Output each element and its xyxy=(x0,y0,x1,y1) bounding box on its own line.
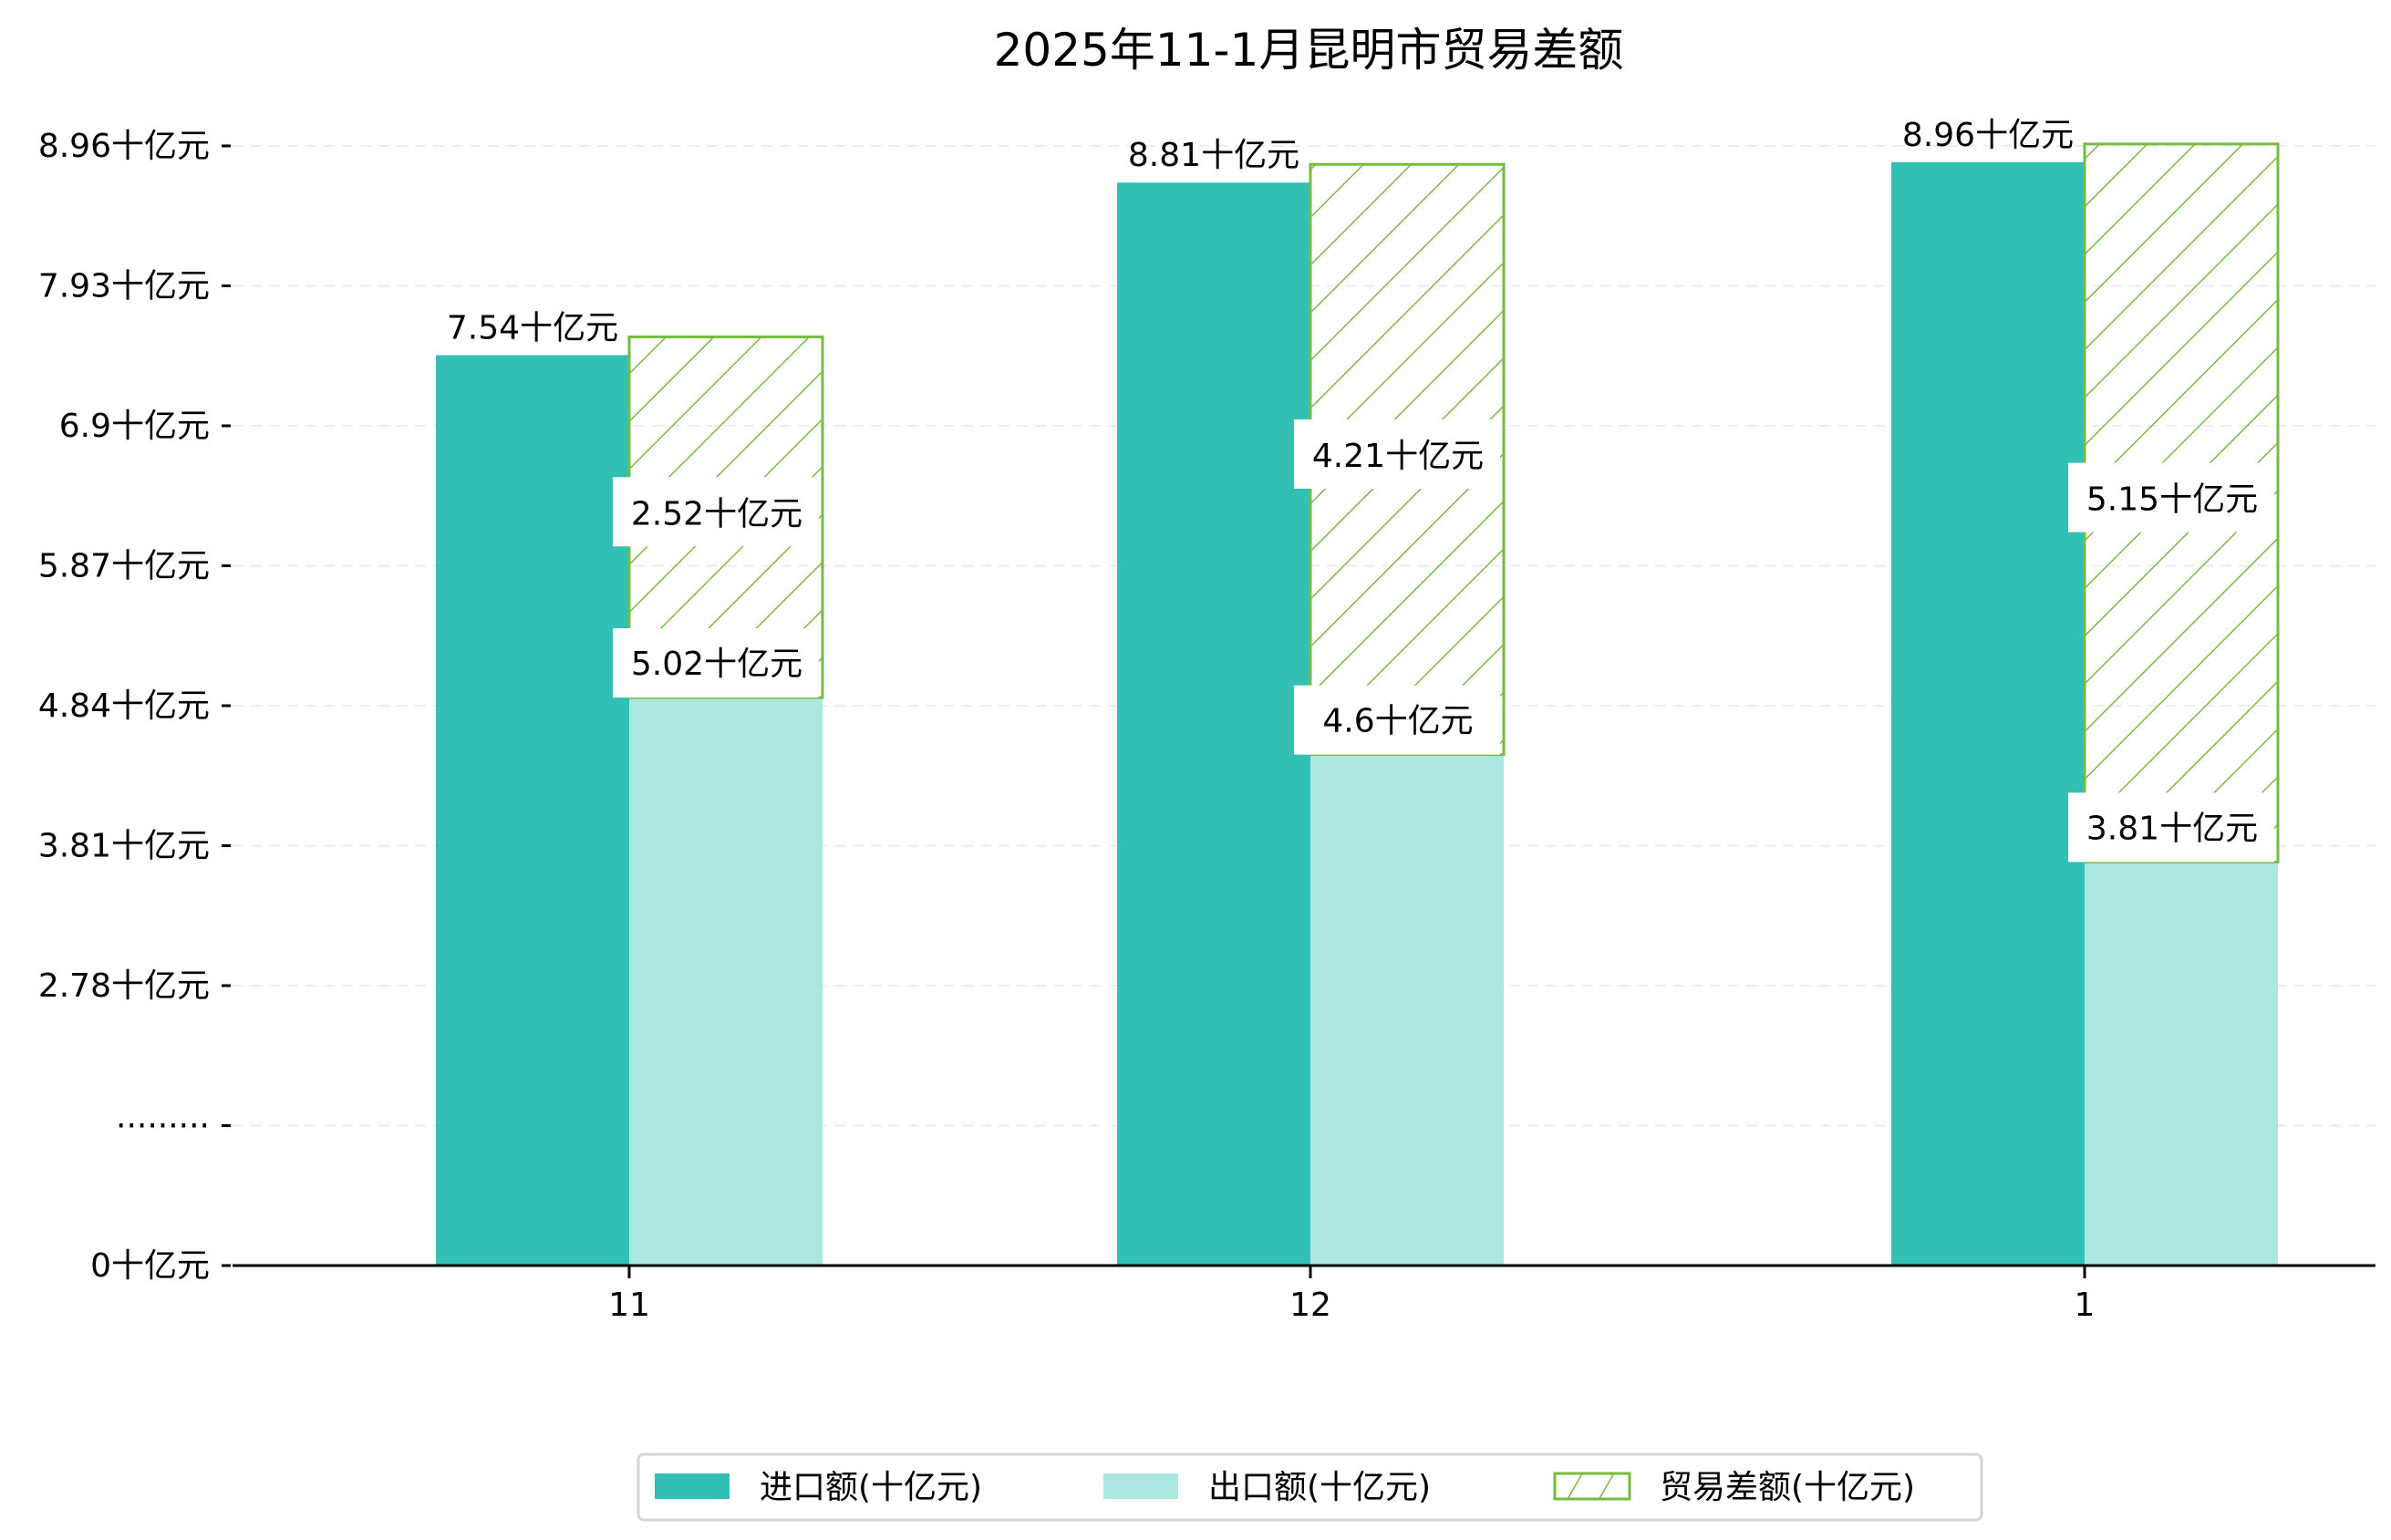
export-label-background xyxy=(2068,792,2274,863)
legend-label: 贸易差额(十亿元) xyxy=(1660,1469,1915,1506)
trade-balance-value-label: 2.52十亿元 xyxy=(631,495,802,532)
x-tick-label: 1 xyxy=(2075,1287,2096,1324)
export-value-label: 5.02十亿元 xyxy=(631,646,802,683)
y-tick-label: 4.84十亿元 xyxy=(38,687,210,725)
import-value-label: 7.54十亿元 xyxy=(447,310,618,347)
data-labels: 7.54十亿元 5.02十亿元 2.52十亿元 8.81十亿元 4.6十亿元 4.21十亿… xyxy=(447,117,2274,863)
x-tick-label: 11 xyxy=(608,1287,650,1324)
y-tick-label: 0十亿元 xyxy=(90,1247,210,1285)
y-tick-label: 6.9十亿元 xyxy=(59,408,210,445)
legend-frame xyxy=(637,1452,1983,1522)
export-label-background xyxy=(1294,685,1500,755)
export-bar xyxy=(2085,862,2278,1266)
legend-label: 进口额(十亿元) xyxy=(760,1469,982,1506)
y-tick-label: 5.87十亿元 xyxy=(38,548,210,585)
import-value-label: 8.96十亿元 xyxy=(1902,117,2074,154)
export-bar xyxy=(1310,754,1504,1266)
export-label-background xyxy=(613,628,819,698)
y-axis: 0十亿元 ········· 2.78十亿元 3.81十亿元 4.84十亿元 5.87十亿… xyxy=(38,128,231,1285)
y-tick-label: 2.78十亿元 xyxy=(38,967,210,1005)
trade-balance-label-background xyxy=(1294,419,1500,489)
chart-title: 2025年11-1月昆明市贸易差额 xyxy=(994,24,1624,77)
trade-balance-label-background xyxy=(613,477,819,547)
y-tick-label: 8.96十亿元 xyxy=(38,128,210,165)
trade-balance-value-label: 5.15十亿元 xyxy=(2086,481,2258,519)
x-axis: 11 12 1 xyxy=(608,1266,2095,1324)
trade-balance-label-background xyxy=(2068,462,2274,532)
y-tick-label: 3.81十亿元 xyxy=(38,828,210,865)
export-bar xyxy=(629,698,823,1266)
trade-balance-value-label: 4.21十亿元 xyxy=(1312,438,1484,475)
import-bar xyxy=(1891,161,2085,1266)
y-tick-label: ········· xyxy=(116,1108,210,1145)
import-bar xyxy=(436,355,629,1266)
legend: 进口额(十亿元) 出口额(十亿元) 贸易差额(十亿元) xyxy=(637,1452,1983,1522)
export-value-label: 4.6十亿元 xyxy=(1322,703,1473,740)
legend-swatch-import xyxy=(655,1473,730,1499)
y-tick-label: 7.93十亿元 xyxy=(38,268,210,305)
legend-label: 出口额(十亿元) xyxy=(1208,1469,1431,1506)
import-bar xyxy=(1117,182,1310,1266)
import-value-label: 8.81十亿元 xyxy=(1128,137,1299,174)
x-tick-label: 12 xyxy=(1289,1287,1331,1324)
export-value-label: 3.81十亿元 xyxy=(2086,810,2258,847)
legend-swatch-trade-balance xyxy=(1553,1472,1631,1501)
legend-swatch-export xyxy=(1103,1473,1178,1499)
